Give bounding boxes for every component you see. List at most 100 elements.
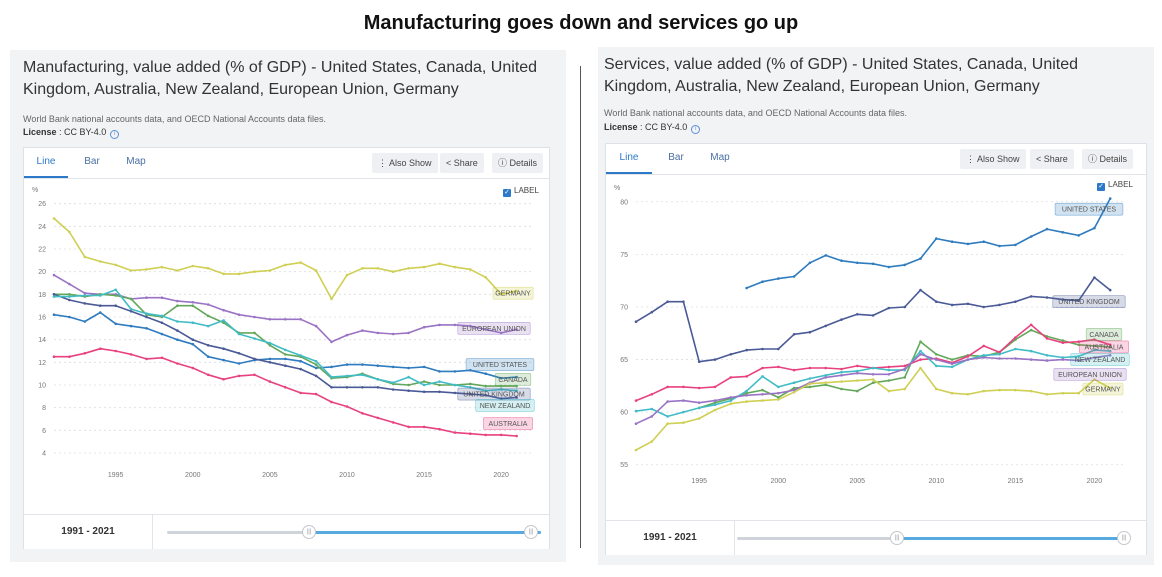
series-label-text: NEW ZEALAND <box>1075 357 1126 364</box>
data-point <box>438 383 441 387</box>
data-point <box>777 396 780 399</box>
also-show-button[interactable]: ⋮ Also Show <box>960 149 1026 169</box>
data-point <box>761 366 764 370</box>
y-tick-label: 70 <box>620 304 628 311</box>
data-point <box>453 383 457 387</box>
data-point <box>935 358 938 361</box>
data-point <box>253 270 256 273</box>
series-label-box <box>494 373 532 386</box>
data-point <box>697 406 701 410</box>
data-point <box>887 306 891 310</box>
data-point <box>391 365 395 369</box>
data-point <box>160 296 164 299</box>
chart-card: Line Bar Map ⋮ Also Show < Share ⓘ Detai… <box>23 147 550 549</box>
tab-map[interactable]: Map <box>126 156 146 167</box>
data-point <box>68 355 71 358</box>
data-point <box>83 302 87 305</box>
series-label-text: EUROPEAN UNION <box>462 326 526 333</box>
data-point <box>52 313 56 316</box>
data-point <box>268 380 272 383</box>
data-point <box>919 288 922 292</box>
data-point <box>129 297 133 301</box>
tab-map[interactable]: Map <box>710 152 730 163</box>
label-toggle[interactable]: ✓ LABEL <box>503 186 539 197</box>
data-point <box>114 349 117 353</box>
data-point <box>129 310 133 313</box>
data-point <box>314 269 318 272</box>
data-point <box>314 324 318 328</box>
slider-handle-end[interactable]: ||| <box>524 525 538 539</box>
series-end-label: AUSTRALIA <box>482 417 533 430</box>
data-point <box>713 385 717 389</box>
slider-selected-range <box>308 531 541 534</box>
data-point <box>391 381 395 384</box>
data-point <box>761 375 764 378</box>
slider-handle-start[interactable]: ||| <box>890 531 904 545</box>
data-point <box>903 305 906 309</box>
data-point <box>887 368 891 372</box>
data-point <box>856 371 859 375</box>
details-button[interactable]: ⓘ Details <box>492 153 544 173</box>
data-point <box>268 361 272 364</box>
data-point <box>745 391 748 395</box>
slider-handle-end[interactable]: ||| <box>1117 531 1131 545</box>
tab-line[interactable]: Line <box>606 144 652 174</box>
tab-bar[interactable]: Bar <box>84 156 100 167</box>
data-point <box>453 323 457 327</box>
data-point <box>99 311 102 314</box>
data-point <box>1014 388 1017 392</box>
info-icon[interactable]: i <box>691 125 701 134</box>
data-point <box>650 415 654 418</box>
data-point <box>176 304 179 307</box>
data-point <box>422 365 426 369</box>
series-end-label: EUROPEAN UNION <box>457 322 531 335</box>
range-label: 1991 - 2021 <box>606 521 735 555</box>
tab-line[interactable]: Line <box>24 148 68 178</box>
data-point <box>222 308 225 312</box>
data-point <box>299 261 303 264</box>
data-point <box>761 393 764 396</box>
data-point <box>52 355 56 358</box>
data-point <box>634 448 638 452</box>
slider-handle-start[interactable]: ||| <box>302 525 316 539</box>
data-point <box>777 398 780 401</box>
data-point <box>469 382 472 386</box>
data-point <box>982 344 985 348</box>
also-show-button[interactable]: ⋮ Also Show <box>372 153 438 173</box>
info-icon[interactable]: i <box>110 130 120 139</box>
series-end-label: AUSTRALIA <box>1078 340 1129 354</box>
data-point <box>729 402 733 406</box>
services-chart: % 55 60 65 70 75 80 1995 2000 2005 2010 2015 2020 UNI… <box>614 185 1130 485</box>
data-point <box>1077 355 1080 358</box>
data-point <box>361 329 364 332</box>
data-point <box>237 352 241 355</box>
data-point <box>1014 357 1017 360</box>
data-point <box>777 365 780 369</box>
license-label: License <box>23 127 57 137</box>
details-label: Details <box>1099 154 1128 164</box>
data-point <box>982 354 985 357</box>
data-point <box>206 314 210 318</box>
data-point <box>68 315 71 319</box>
data-point <box>376 378 380 381</box>
tab-bar[interactable]: Bar <box>668 152 684 163</box>
data-point <box>903 376 906 379</box>
series-label-box <box>1078 340 1129 354</box>
data-point <box>729 376 733 379</box>
data-point <box>284 348 287 352</box>
series-label-text: GERMANY <box>1085 387 1121 394</box>
share-button[interactable]: < Share <box>1030 149 1074 169</box>
label-toggle[interactable]: ✓ LABEL <box>1097 180 1133 191</box>
data-point <box>253 373 256 377</box>
share-button[interactable]: < Share <box>440 153 484 173</box>
data-point <box>950 391 954 395</box>
data-point <box>99 294 102 297</box>
details-button[interactable]: ⓘ Details <box>1082 149 1134 169</box>
data-point <box>745 375 748 378</box>
data-point <box>237 313 241 316</box>
data-point <box>840 370 843 374</box>
series-label-text: CANADA <box>498 377 528 384</box>
data-point <box>222 272 225 276</box>
data-point <box>1093 276 1096 279</box>
data-point <box>1061 339 1065 342</box>
